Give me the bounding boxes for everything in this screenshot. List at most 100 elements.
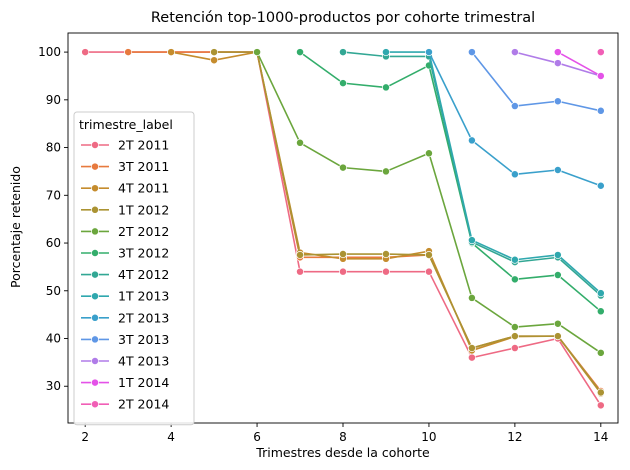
y-tick-label: 90	[46, 93, 61, 107]
data-point	[467, 293, 476, 302]
data-point	[339, 267, 347, 276]
data-point	[510, 275, 519, 284]
legend-item: 2T 2014	[81, 397, 169, 412]
data-point	[339, 79, 347, 88]
data-point	[553, 97, 562, 106]
data-point	[81, 48, 90, 57]
series-9	[467, 48, 605, 115]
legend-swatch-marker	[91, 378, 99, 387]
x-tick-label: 14	[593, 430, 608, 444]
series-line	[557, 51, 602, 77]
legend-swatch-marker	[91, 292, 99, 301]
legend-item: 1T 2012	[81, 202, 169, 217]
y-tick-label: 80	[46, 141, 61, 155]
data-point	[382, 48, 390, 57]
series-line	[385, 51, 602, 294]
y-tick-label: 70	[46, 188, 61, 202]
legend-swatch-marker	[91, 270, 99, 279]
legend-swatch-marker	[91, 313, 99, 322]
legend-item: 2T 2012	[81, 224, 169, 239]
data-point	[339, 48, 347, 57]
legend-label: 2T 2013	[118, 310, 169, 325]
data-point	[553, 48, 562, 57]
legend-swatch-marker	[91, 205, 99, 214]
data-point	[596, 388, 605, 397]
data-point	[167, 48, 176, 57]
data-point	[553, 166, 562, 174]
data-point	[124, 48, 133, 57]
series-8	[424, 48, 605, 190]
data-point	[553, 332, 562, 341]
data-point	[296, 267, 304, 276]
data-point	[510, 170, 519, 179]
data-point	[382, 250, 390, 258]
legend-swatch-marker	[91, 249, 99, 257]
data-point	[510, 102, 519, 110]
legend-swatch-marker	[91, 400, 99, 409]
x-axis-title: Trimestres desde la cohorte	[255, 445, 430, 460]
legend-item: 2T 2011	[81, 138, 169, 153]
x-tick-label: 2	[81, 430, 89, 444]
data-point	[510, 344, 519, 353]
data-point	[467, 48, 476, 57]
data-point	[210, 48, 219, 57]
data-point	[296, 138, 304, 147]
x-tick-label: 8	[339, 430, 347, 444]
data-point	[553, 59, 562, 68]
data-point	[510, 255, 519, 264]
legend-label: 4T 2012	[118, 267, 169, 282]
x-tick-label: 12	[507, 430, 522, 444]
legend-item: 4T 2011	[81, 181, 169, 196]
y-tick-label: 40	[46, 332, 61, 346]
data-point	[553, 251, 562, 259]
data-point	[467, 344, 476, 353]
y-tick-label: 50	[46, 284, 61, 298]
data-point	[253, 48, 262, 57]
legend-label: 1T 2014	[118, 375, 169, 390]
data-point	[553, 319, 562, 328]
series-line	[471, 51, 601, 112]
y-tick-label: 60	[46, 236, 61, 250]
y-axis-title: Porcentaje retenido	[8, 166, 23, 288]
legend: trimestre_label 2T 2011 3T 2011 4T 2011 1T 2…	[73, 111, 195, 426]
legend-label: 1T 2013	[118, 289, 169, 304]
data-point	[424, 267, 433, 276]
x-tick-label: 10	[421, 430, 436, 444]
data-point	[596, 401, 605, 410]
plot-area	[81, 48, 605, 410]
legend-label: 4T 2011	[118, 181, 169, 196]
y-tick-label: 100	[38, 45, 61, 59]
legend-box	[73, 111, 195, 426]
data-point	[510, 332, 519, 341]
data-point	[382, 267, 390, 276]
series-line	[214, 51, 602, 393]
series-4	[253, 48, 605, 357]
data-point	[339, 250, 347, 258]
legend-item: 3T 2011	[81, 159, 169, 174]
data-point	[467, 136, 476, 145]
legend-item: 3T 2013	[81, 332, 169, 347]
data-point	[596, 181, 605, 190]
legend-swatch-marker	[91, 184, 99, 193]
legend-label: 1T 2012	[118, 202, 169, 217]
data-point	[596, 106, 605, 115]
legend-label: 2T 2014	[118, 397, 169, 412]
data-point	[467, 353, 476, 362]
legend-label: 3T 2012	[118, 246, 169, 261]
data-point	[382, 83, 390, 92]
chart-title: Retención top-1000-productos por cohorte…	[151, 10, 535, 26]
x-tick-label: 6	[253, 430, 261, 444]
series-line	[299, 51, 602, 312]
series-11	[553, 48, 605, 80]
data-point	[596, 307, 605, 316]
data-point	[339, 163, 347, 172]
data-point	[467, 236, 476, 245]
data-point	[382, 167, 390, 176]
series-12	[596, 48, 605, 57]
data-point	[210, 56, 219, 65]
legend-item: 2T 2013	[81, 310, 169, 325]
data-point	[596, 48, 605, 57]
x-tick-label: 4	[167, 430, 175, 444]
